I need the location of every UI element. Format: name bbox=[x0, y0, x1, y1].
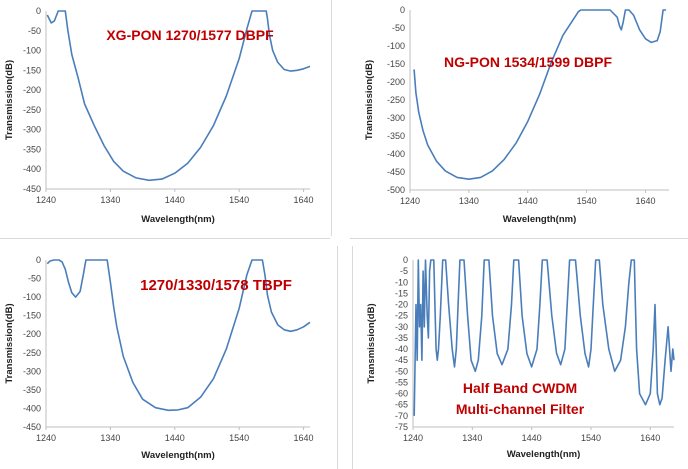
chart-tbpf-svg: 0 -50 -100 -150 -200 -250 -300 -350 -400 -4501240… bbox=[4, 255, 314, 461]
x-tick-label: 1440 bbox=[522, 433, 542, 443]
x-axis-title: Wavelength(nm) bbox=[141, 214, 215, 225]
y-tick-label: -400 bbox=[387, 149, 405, 159]
y-tick-label: -15 bbox=[395, 288, 408, 298]
y-tick-label: -35 bbox=[395, 333, 408, 343]
divider-horizontal-left bbox=[0, 238, 330, 239]
x-tick-label: 1540 bbox=[229, 195, 249, 205]
y-axis-title: Transmission(dB) bbox=[4, 303, 15, 383]
y-tick-label: -10 bbox=[395, 277, 408, 287]
y-tick-label: 0 bbox=[36, 255, 41, 265]
series-line bbox=[413, 259, 675, 416]
x-tick-label: 1640 bbox=[640, 433, 660, 443]
x-tick-label: 1340 bbox=[459, 196, 479, 206]
chart-xgpon-svg: 0 -50 -100 -150 -200 -250 -300 -350 -400 -4501240… bbox=[4, 6, 314, 225]
y-tick-label: -75 bbox=[395, 422, 408, 432]
series-line bbox=[413, 9, 667, 180]
y-tick-label: -25 bbox=[395, 311, 408, 321]
divider-vertical-top bbox=[331, 0, 332, 236]
chart-title: XG-PON 1270/1577 DBPF bbox=[106, 27, 274, 43]
chart-panel-tbpf: 0 -50 -100 -150 -200 -250 -300 -350 -400 -450 1240… bbox=[0, 248, 318, 469]
chart-cwdm-svg: 0-5-10-15-20-25-30-35-40-45-50-55-60-65-… bbox=[366, 255, 675, 460]
y-tick-label: -150 bbox=[23, 65, 41, 75]
y-tick-label: -30 bbox=[395, 322, 408, 332]
y-tick-label: -100 bbox=[387, 41, 405, 51]
y-tick-label: -250 bbox=[387, 95, 405, 105]
x-tick-label: 1640 bbox=[294, 195, 314, 205]
y-tick-label: -400 bbox=[23, 164, 41, 174]
series-line bbox=[46, 259, 311, 412]
y-axis-title: Transmission(dB) bbox=[4, 60, 15, 140]
y-tick-label: -55 bbox=[395, 377, 408, 387]
y-tick-label: -100 bbox=[23, 292, 41, 302]
y-tick-label: -450 bbox=[387, 167, 405, 177]
chart-title-line: Multi-channel Filter bbox=[456, 401, 585, 417]
chart-panel-cwdm: 0 -5 -10 -15 -20 -25 -30 -35 -40 -45 -50 -55 -60 -65-… bbox=[352, 248, 688, 469]
x-tick-label: 1240 bbox=[36, 433, 56, 443]
x-tick-label: 1440 bbox=[165, 195, 185, 205]
divider-vertical-bottom-right bbox=[352, 246, 353, 469]
x-axis-title: Wavelength(nm) bbox=[141, 450, 215, 461]
y-tick-label: 0 bbox=[403, 255, 408, 265]
x-tick-label: 1440 bbox=[518, 196, 538, 206]
y-tick-label: -50 bbox=[392, 23, 405, 33]
y-tick-label: -450 bbox=[23, 184, 41, 194]
divider-vertical-bottom bbox=[337, 246, 338, 469]
x-axis-title: Wavelength(nm) bbox=[507, 449, 581, 460]
y-tick-label: -300 bbox=[23, 125, 41, 135]
y-tick-label: -450 bbox=[23, 422, 41, 432]
y-tick-label: -200 bbox=[23, 85, 41, 95]
x-tick-label: 1340 bbox=[100, 195, 120, 205]
y-tick-label: -300 bbox=[387, 113, 405, 123]
y-tick-label: -350 bbox=[23, 144, 41, 154]
y-tick-label: -50 bbox=[395, 366, 408, 376]
y-tick-label: -350 bbox=[23, 385, 41, 395]
x-tick-label: 1640 bbox=[635, 196, 655, 206]
x-tick-label: 1540 bbox=[581, 433, 601, 443]
y-tick-label: -500 bbox=[387, 185, 405, 195]
x-tick-label: 1640 bbox=[294, 433, 314, 443]
x-tick-label: 1240 bbox=[400, 196, 420, 206]
y-tick-label: 0 bbox=[400, 5, 405, 15]
y-tick-label: -50 bbox=[28, 274, 41, 284]
chart-title-line: Half Band CWDM bbox=[463, 380, 577, 396]
x-tick-label: 1340 bbox=[462, 433, 482, 443]
y-tick-label: -5 bbox=[400, 266, 408, 276]
x-tick-label: 1540 bbox=[229, 433, 249, 443]
y-tick-label: -20 bbox=[395, 300, 408, 310]
y-tick-label: 0 bbox=[36, 6, 41, 16]
chart-panel-xgpon: 0 -50 -100 -150 -200 -250 -300 -350 -400 -450 1240… bbox=[0, 0, 318, 230]
x-tick-label: 1240 bbox=[36, 195, 56, 205]
x-tick-label: 1540 bbox=[577, 196, 597, 206]
series-line bbox=[46, 10, 311, 182]
y-tick-label: -350 bbox=[387, 131, 405, 141]
y-tick-label: -300 bbox=[23, 366, 41, 376]
y-tick-label: -200 bbox=[23, 329, 41, 339]
y-tick-label: -150 bbox=[387, 59, 405, 69]
y-tick-label: -70 bbox=[395, 411, 408, 421]
y-tick-label: -200 bbox=[387, 77, 405, 87]
chart-title: NG-PON 1534/1599 DBPF bbox=[444, 54, 613, 70]
x-tick-label: 1240 bbox=[403, 433, 423, 443]
y-axis-title: Transmission(dB) bbox=[364, 60, 375, 140]
y-tick-label: -250 bbox=[23, 105, 41, 115]
y-tick-label: -45 bbox=[395, 355, 408, 365]
y-tick-label: -50 bbox=[28, 26, 41, 36]
y-tick-label: -150 bbox=[23, 311, 41, 321]
chart-panel-ngpon: 0 -50 -100 -150 -200 -250 -300 -350 -400 -450 -500… bbox=[348, 0, 688, 230]
chart-ngpon-svg: 0 -50 -100 -150 -200 -250 -300 -350 -400 -450 -500… bbox=[364, 5, 669, 225]
x-tick-label: 1340 bbox=[100, 433, 120, 443]
divider-horizontal-right bbox=[350, 238, 688, 239]
x-axis-title: Wavelength(nm) bbox=[503, 214, 577, 225]
y-tick-label: -400 bbox=[23, 403, 41, 413]
x-tick-label: 1440 bbox=[165, 433, 185, 443]
y-tick-label: -60 bbox=[395, 389, 408, 399]
y-tick-label: -100 bbox=[23, 46, 41, 56]
y-tick-label: -65 bbox=[395, 400, 408, 410]
y-tick-label: -40 bbox=[395, 344, 408, 354]
y-tick-label: -250 bbox=[23, 348, 41, 358]
y-axis-title: Transmission(dB) bbox=[366, 303, 377, 383]
chart-title: 1270/1330/1578 TBPF bbox=[140, 277, 292, 294]
